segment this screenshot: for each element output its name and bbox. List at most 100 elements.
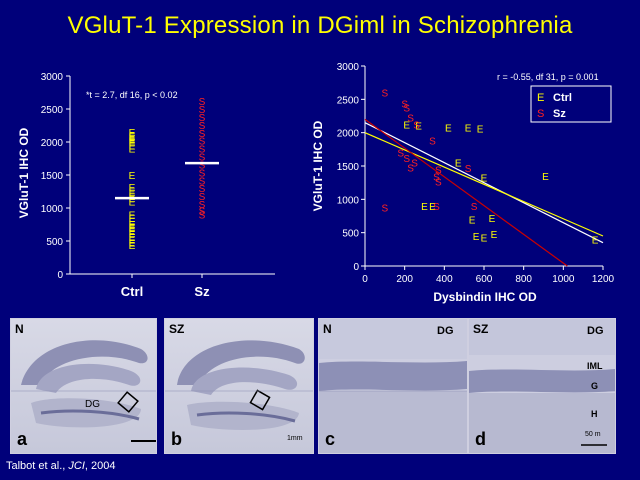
data-point-ctrl: E [129, 229, 136, 240]
x-tick-label: Sz [194, 284, 210, 299]
y-tick-label: 3000 [337, 62, 360, 73]
data-point-ctrl: E [129, 171, 136, 182]
data-point-sz: S [403, 154, 410, 165]
data-point-sz: S [199, 137, 206, 148]
y-axis-label: VGluT-1 IHC OD [17, 127, 31, 218]
legend-label-sz: Sz [553, 108, 566, 120]
data-point-sz: S [199, 176, 206, 187]
slide-title: VGluT-1 Expression in DGiml in Schizophr… [67, 12, 573, 39]
dentate-gyrus-micrograph-c [319, 319, 467, 453]
data-point-sz: S [199, 105, 206, 116]
citation-journal: JCI [68, 460, 85, 472]
data-point-sz: S [199, 97, 206, 108]
x-tick-label: 200 [396, 274, 413, 285]
data-point-ctrl: E [129, 137, 136, 148]
data-point-sz: S [397, 149, 404, 160]
data-point-sz: S [381, 89, 388, 100]
dentate-gyrus-micrograph-d [469, 319, 615, 453]
data-point-ctrl: E [129, 238, 136, 249]
histology-panel-c: N DG c [318, 318, 468, 454]
data-point-sz: S [401, 99, 408, 110]
data-point-ctrl: E [129, 131, 136, 142]
data-point-sz: S [433, 173, 440, 184]
panel-letter-a: a [17, 429, 28, 449]
data-point-ctrl: E [473, 232, 480, 243]
data-point-ctrl: E [129, 211, 136, 222]
data-point-ctrl: E [129, 222, 136, 233]
data-point-ctrl: E [489, 214, 496, 225]
y-tick-label: 0 [353, 262, 359, 273]
data-point-ctrl: E [469, 215, 476, 226]
data-point-ctrl: E [481, 173, 488, 184]
panel-letter-c: c [325, 429, 336, 449]
x-tick-label: 600 [476, 274, 493, 285]
histology-panel-a: N DG a [10, 318, 157, 454]
data-point-ctrl: E [129, 236, 136, 247]
region-box [249, 389, 271, 411]
data-point-sz: S [407, 163, 414, 174]
data-point-ctrl: E [129, 138, 136, 149]
data-point-ctrl: E [129, 214, 136, 225]
data-point-sz: S [199, 113, 206, 124]
histology-panel-b: SZ 1mm b [164, 318, 314, 454]
legend: E Ctrl S Sz [530, 85, 612, 123]
dg-label: DG [437, 325, 454, 337]
data-point-sz: S [199, 200, 206, 211]
data-point-ctrl: E [421, 202, 428, 213]
data-point-ctrl: E [129, 183, 136, 194]
stat-annotation: r = -0.55, df 31, p = 0.001 [497, 72, 599, 82]
data-point-sz: S [433, 202, 440, 213]
data-point-ctrl: E [445, 123, 452, 134]
data-point-ctrl: E [129, 227, 136, 238]
region-box [117, 391, 139, 413]
group-scatter-chart: VGluT-1 IHC OD *t = 2.7, df 16, p < 0.02… [17, 72, 275, 299]
hippocampus-micrograph-b [165, 319, 313, 453]
data-point-sz: S [199, 168, 206, 179]
x-tick-label: 1000 [552, 274, 575, 285]
data-point-sz: S [471, 202, 478, 213]
legend-marker-sz: S [537, 108, 544, 120]
iml-label: IML [587, 361, 603, 371]
y-tick-label: 2000 [337, 129, 360, 140]
panel-label-sz: SZ [473, 322, 489, 336]
panel-label-n: N [15, 322, 24, 336]
panel-label-n: N [323, 322, 332, 336]
data-point-sz: S [199, 153, 206, 164]
data-point-sz: S [407, 113, 414, 124]
legend-label-ctrl: Ctrl [553, 92, 572, 104]
y-tick-label: 1500 [337, 162, 360, 173]
data-point-ctrl: E [542, 172, 549, 183]
data-point-ctrl: E [129, 241, 136, 252]
data-point-sz: S [199, 121, 206, 132]
data-point-ctrl: E [415, 121, 422, 132]
stat-annotation: *t = 2.7, df 16, p < 0.02 [86, 90, 178, 100]
data-point-ctrl: E [129, 194, 136, 205]
citation-authors: Talbot et al., [6, 460, 69, 472]
y-tick-label: 1000 [41, 204, 64, 215]
data-point-ctrl: E [129, 188, 136, 199]
data-point-ctrl: E [455, 159, 462, 170]
data-point-sz: S [413, 121, 420, 132]
x-axis-label: Dysbindin IHC OD [433, 290, 537, 304]
x-tick-label: 800 [515, 274, 532, 285]
data-point-sz: S [199, 184, 206, 195]
data-point-ctrl: E [129, 217, 136, 228]
data-point-sz: S [199, 145, 206, 156]
g-label: G [591, 381, 599, 391]
data-point-sz: S [465, 164, 472, 175]
data-point-ctrl: E [129, 197, 136, 208]
y-tick-label: 2000 [41, 138, 64, 149]
data-point-sz: S [435, 177, 442, 188]
data-point-sz: S [403, 103, 410, 114]
panel-label-sz: SZ [169, 322, 185, 336]
panel-letter-b: b [171, 429, 182, 449]
data-point-sz: S [199, 211, 206, 222]
data-point-sz: S [411, 159, 418, 170]
y-tick-label: 2500 [41, 105, 64, 116]
data-point-sz: S [199, 192, 206, 203]
h-label: H [591, 409, 598, 419]
data-point-ctrl: E [477, 125, 484, 136]
histology-panel-d: SZ DG IML G H 50 m d [468, 318, 616, 454]
scale-label: 1mm [287, 435, 303, 442]
x-tick-label: 0 [362, 274, 368, 285]
